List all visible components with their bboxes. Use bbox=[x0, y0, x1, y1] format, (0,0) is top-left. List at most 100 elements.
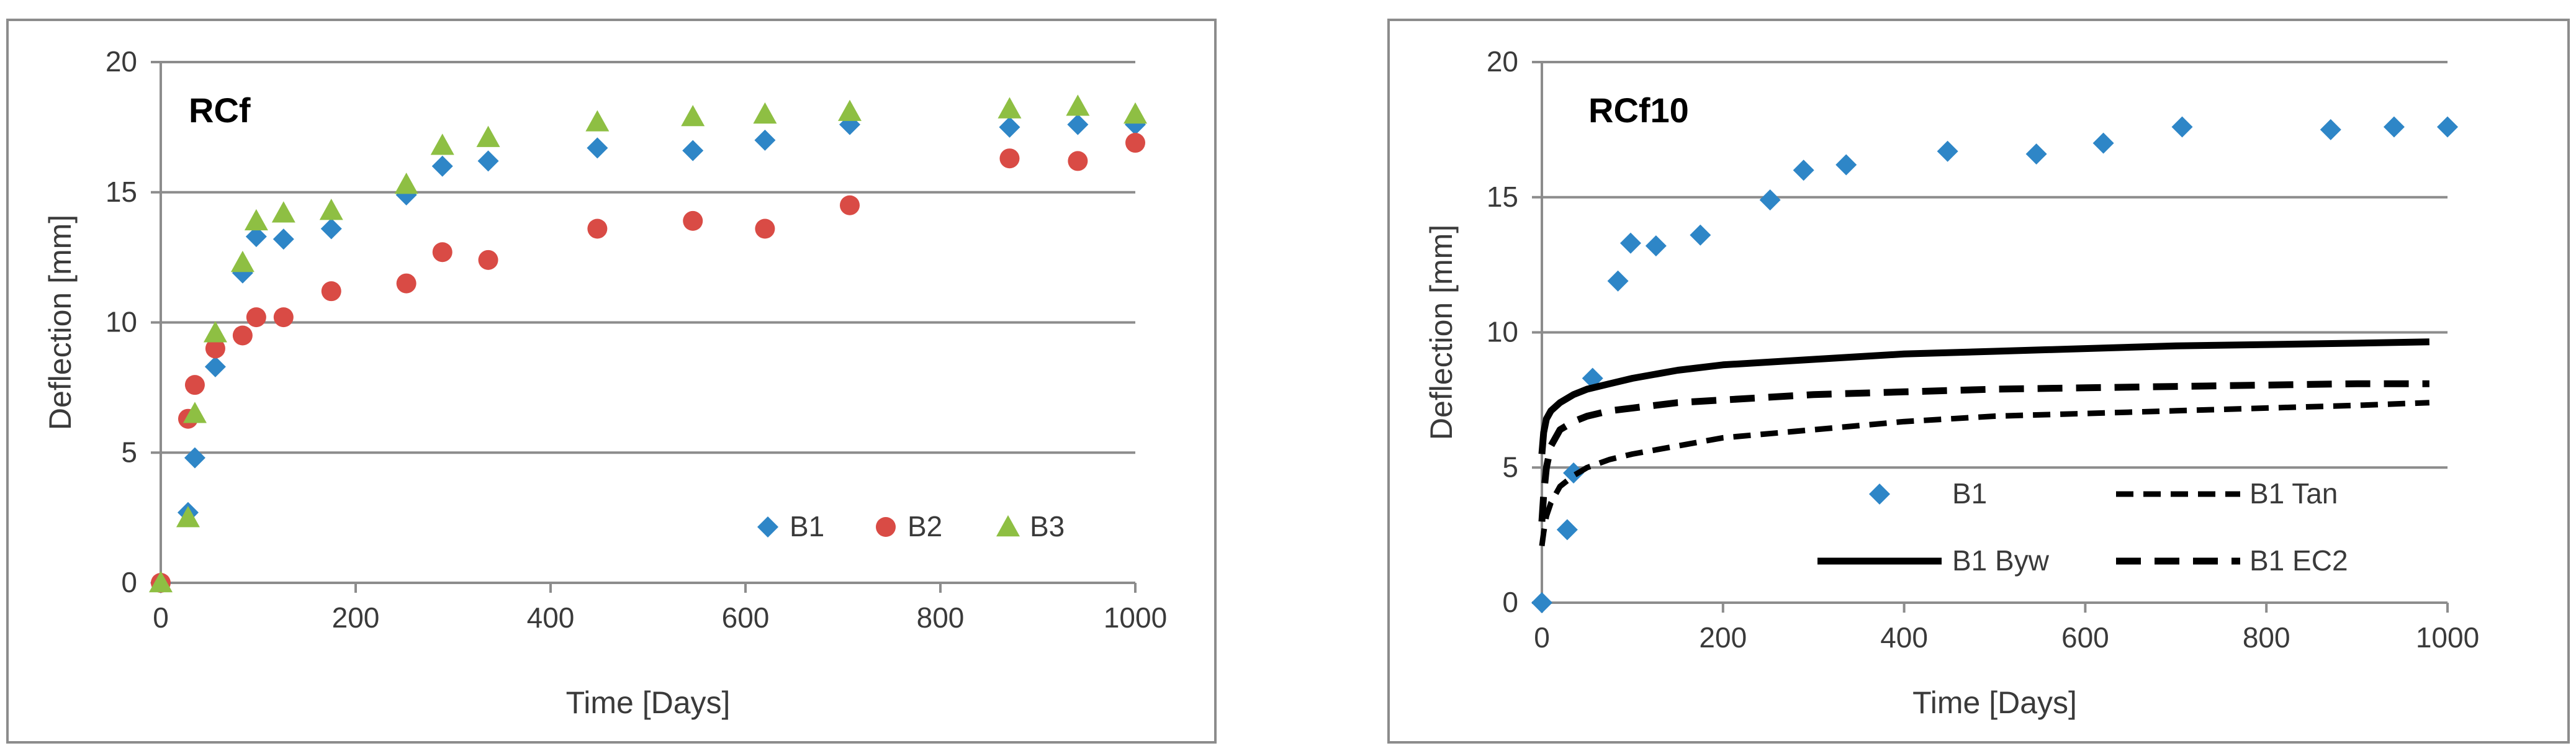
rcf10-series-b1-tan-line bbox=[1539, 400, 2430, 547]
rcf-legend-b2-marker bbox=[876, 517, 896, 537]
rcf-ytick-label: 10 bbox=[106, 306, 137, 338]
rcf-series-b2-point bbox=[587, 218, 608, 239]
rcf-series-b2-point bbox=[432, 242, 453, 263]
rcf-series-b3-point bbox=[182, 402, 207, 423]
rcf10-xtick-label: 1000 bbox=[2416, 621, 2479, 654]
rcf10-series-b1-point bbox=[1563, 462, 1585, 484]
rcf-ytick-label: 20 bbox=[106, 45, 137, 78]
rcf10-series-b1-point bbox=[2171, 116, 2193, 138]
rcf10-ytick-label: 0 bbox=[1502, 586, 1518, 618]
rcf10-series-b1-point bbox=[1531, 592, 1552, 613]
rcf-xtick-label: 200 bbox=[332, 601, 380, 634]
rcf10-x-axis-label: Time [Days] bbox=[1912, 685, 2077, 720]
rcf-series-b2-point bbox=[478, 250, 498, 270]
rcf10-legend-b1-tan-label: B1 Tan bbox=[2249, 477, 2338, 510]
rcf10-series-b1-point bbox=[1793, 160, 1814, 181]
rcf-series-b3-point bbox=[319, 199, 343, 220]
rcf-series-b2-point bbox=[999, 148, 1020, 169]
rcf-series-b3-point bbox=[585, 110, 610, 132]
rcf10-legend-b1-ec2-label: B1 EC2 bbox=[2249, 544, 2348, 577]
rcf10-series-b1-point bbox=[2092, 132, 2114, 154]
rcf-series-b3-point bbox=[837, 99, 862, 121]
rcf10-xtick-label: 800 bbox=[2243, 621, 2290, 654]
rcf-series-b2-point bbox=[184, 375, 205, 395]
rcf-series-b1-point bbox=[587, 137, 608, 159]
rcf10-xtick-label: 600 bbox=[2061, 621, 2109, 654]
rcf10-series-b1-point bbox=[2383, 116, 2405, 138]
rcf10-legend-b1-label: B1 bbox=[1952, 477, 1987, 510]
rcf10-series-b1-ec2-line bbox=[1538, 380, 2430, 522]
rcf10-ytick-label: 20 bbox=[1487, 45, 1518, 78]
rcf-series-b2-point bbox=[839, 195, 860, 215]
rcf-legend-b3-label: B3 bbox=[1030, 510, 1065, 542]
rcf-series-b3-point bbox=[176, 506, 200, 528]
rcf-series-b2-point bbox=[273, 307, 294, 328]
rcf-title: RCf bbox=[189, 91, 251, 130]
rcf10-series-b1-point bbox=[1937, 140, 1958, 162]
rcf10-series-b1-point bbox=[1582, 367, 1603, 389]
rcf-series-b2-point bbox=[1068, 151, 1088, 171]
rcf-xtick-label: 0 bbox=[153, 601, 169, 634]
rcf10-series-b1-point bbox=[1619, 232, 1641, 254]
rcf10-series-b1-point bbox=[1835, 154, 1857, 176]
rcf-legend-b2-label: B2 bbox=[907, 510, 942, 542]
rcf-series-b1-point bbox=[320, 218, 342, 240]
rcf-ytick-label: 0 bbox=[121, 566, 137, 598]
rcf-xtick-label: 400 bbox=[527, 601, 575, 634]
rcf10-series-b1-byw-line bbox=[1538, 338, 2430, 454]
rcf10-series-b1-point bbox=[1690, 224, 1711, 246]
rcf-series-b1-point bbox=[999, 116, 1020, 138]
rcf-series-b1-point bbox=[431, 155, 453, 177]
rcf10-series-b1-point bbox=[1759, 189, 1781, 211]
rcf10-y-axis-label: Deflection [mm] bbox=[1424, 225, 1459, 440]
rcf-series-b3-point bbox=[230, 251, 254, 272]
rcf-legend-b1-marker bbox=[757, 516, 778, 538]
rcf10-ytick-label: 10 bbox=[1487, 316, 1518, 348]
rcf-series-b3-point bbox=[430, 133, 454, 155]
rcf-ytick-label: 15 bbox=[106, 176, 137, 208]
rcf10-xtick-label: 200 bbox=[1699, 621, 1747, 654]
rcf-series-b1-point bbox=[204, 356, 226, 377]
rcf-series-b3-point bbox=[203, 321, 227, 343]
rcf-series-b2-point bbox=[396, 273, 417, 294]
rcf-series-b1-point bbox=[272, 228, 294, 250]
rcf-series-b2-point bbox=[1125, 133, 1145, 153]
rcf-series-b1-point bbox=[184, 447, 205, 469]
rcf10-series-b1-point bbox=[2025, 143, 2047, 165]
rcf-series-b2-point bbox=[755, 218, 775, 239]
rcf10-legend-b1-byw-label: B1 Byw bbox=[1952, 544, 2050, 577]
rcf-series-b3-point bbox=[1124, 102, 1147, 124]
rcf10-title: RCf10 bbox=[1588, 91, 1689, 130]
rcf-series-b2-point bbox=[246, 307, 266, 328]
rcf-series-b1-point bbox=[682, 140, 704, 161]
rcf-series-b3-point bbox=[244, 209, 268, 231]
rcf10-xtick-label: 400 bbox=[1880, 621, 1928, 654]
rcf10-series-b1-point bbox=[1556, 519, 1578, 541]
rcf10-ytick-label: 5 bbox=[1502, 451, 1518, 483]
rcf10-series-b1-point bbox=[1645, 235, 1667, 257]
chart-panel-rcf: 0 5 10 15 20 0 200 400 600 800 1000 Time [Days] Defl… bbox=[6, 19, 1217, 744]
rcf-series-b3-point bbox=[1066, 94, 1090, 116]
rcf-series-b1-point bbox=[1067, 114, 1089, 135]
rcf-series-b2-point bbox=[321, 281, 341, 302]
rcf-series-b2-point bbox=[232, 325, 253, 346]
rcf-series-b3-point bbox=[681, 105, 705, 127]
rcf10-series-b1-point bbox=[2320, 119, 2341, 140]
rcf-legend-b1-label: B1 bbox=[790, 510, 824, 542]
rcf-xtick-label: 1000 bbox=[1104, 601, 1167, 634]
rcf-series-b3-point bbox=[271, 201, 295, 223]
rcf-y-axis-label: Deflection [mm] bbox=[43, 215, 78, 430]
rcf10-series-b1-point bbox=[1607, 270, 1629, 292]
rcf-series-b2-point bbox=[205, 338, 225, 359]
rcf-series-b1-point bbox=[245, 226, 267, 248]
rcf-legend-b3-marker bbox=[996, 515, 1020, 537]
rcf10-xtick-label: 0 bbox=[1534, 621, 1550, 654]
rcf-series-b3-point bbox=[149, 571, 173, 593]
rcf10-legend-b1-marker bbox=[1869, 484, 1890, 505]
rcf-xtick-label: 800 bbox=[917, 601, 965, 634]
rcf-xtick-label: 600 bbox=[722, 601, 770, 634]
chart-panel-rcf10: 0 5 10 15 20 0 200 400 600 800 1000 Time [Days] Defl… bbox=[1387, 19, 2570, 744]
rcf-series-b3-point bbox=[476, 125, 500, 147]
rcf10-ytick-label: 15 bbox=[1487, 181, 1518, 213]
